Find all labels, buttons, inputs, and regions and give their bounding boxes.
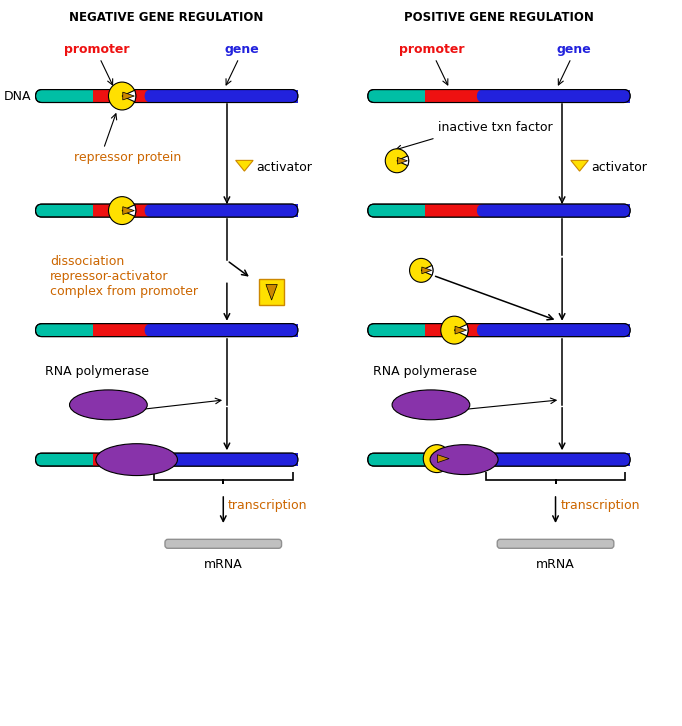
Text: mRNA: mRNA <box>204 558 243 571</box>
FancyBboxPatch shape <box>477 89 630 102</box>
Wedge shape <box>454 325 468 336</box>
Polygon shape <box>123 92 134 100</box>
Wedge shape <box>122 205 136 216</box>
Bar <box>93 89 151 102</box>
Bar <box>151 89 298 102</box>
FancyBboxPatch shape <box>145 204 298 217</box>
FancyBboxPatch shape <box>477 204 630 217</box>
FancyBboxPatch shape <box>165 539 282 548</box>
FancyBboxPatch shape <box>145 453 298 466</box>
Text: NEGATIVE GENE REGULATION: NEGATIVE GENE REGULATION <box>70 12 264 25</box>
Wedge shape <box>421 266 433 275</box>
Text: POSITIVE GENE REGULATION: POSITIVE GENE REGULATION <box>404 12 594 25</box>
FancyBboxPatch shape <box>35 89 298 102</box>
Text: DNA: DNA <box>4 89 31 102</box>
Ellipse shape <box>392 390 470 420</box>
Polygon shape <box>398 158 407 164</box>
Bar <box>151 204 298 217</box>
FancyBboxPatch shape <box>35 324 298 337</box>
Bar <box>426 89 484 102</box>
Text: inactive txn factor: inactive txn factor <box>438 121 552 134</box>
Bar <box>484 89 630 102</box>
Bar <box>484 453 630 466</box>
Text: gene: gene <box>557 43 591 56</box>
Polygon shape <box>123 207 134 214</box>
Bar <box>426 324 484 337</box>
Wedge shape <box>122 90 136 102</box>
Circle shape <box>441 317 468 344</box>
FancyBboxPatch shape <box>368 453 630 466</box>
Text: transcription: transcription <box>228 499 308 512</box>
Bar <box>93 204 151 217</box>
Text: RNA polymerase: RNA polymerase <box>372 365 477 378</box>
Text: activator: activator <box>256 161 312 174</box>
FancyBboxPatch shape <box>145 89 298 102</box>
Wedge shape <box>397 156 409 166</box>
Polygon shape <box>455 326 466 334</box>
Text: activator: activator <box>591 161 647 174</box>
FancyBboxPatch shape <box>497 539 614 548</box>
Text: repressor-activator: repressor-activator <box>50 270 168 283</box>
Bar <box>93 324 151 337</box>
Bar <box>93 453 151 466</box>
Text: mRNA: mRNA <box>536 558 575 571</box>
Text: transcription: transcription <box>561 499 640 512</box>
Circle shape <box>108 82 136 110</box>
FancyBboxPatch shape <box>35 204 298 217</box>
Wedge shape <box>437 452 451 465</box>
FancyBboxPatch shape <box>368 204 630 217</box>
FancyBboxPatch shape <box>145 324 298 337</box>
Bar <box>426 453 484 466</box>
Text: RNA polymerase: RNA polymerase <box>45 365 149 378</box>
Bar <box>484 324 630 337</box>
FancyBboxPatch shape <box>477 324 630 337</box>
Ellipse shape <box>70 390 147 420</box>
FancyBboxPatch shape <box>368 324 630 337</box>
Text: gene: gene <box>224 43 259 56</box>
FancyBboxPatch shape <box>368 89 630 102</box>
Text: complex from promoter: complex from promoter <box>50 285 198 298</box>
Text: promoter: promoter <box>64 43 130 56</box>
Circle shape <box>424 445 450 473</box>
Circle shape <box>108 197 136 224</box>
Text: promoter: promoter <box>399 43 464 56</box>
Bar <box>426 204 484 217</box>
Polygon shape <box>236 160 253 171</box>
FancyBboxPatch shape <box>477 453 630 466</box>
Ellipse shape <box>430 445 498 475</box>
Bar <box>259 280 284 305</box>
Polygon shape <box>266 285 278 300</box>
Text: repressor protein: repressor protein <box>74 151 181 164</box>
Polygon shape <box>421 267 432 274</box>
Bar <box>484 204 630 217</box>
Circle shape <box>385 149 409 173</box>
Polygon shape <box>571 160 589 171</box>
Polygon shape <box>438 454 449 462</box>
Ellipse shape <box>96 444 177 476</box>
Bar <box>151 453 298 466</box>
Bar <box>151 324 298 337</box>
Text: dissociation: dissociation <box>50 256 124 269</box>
FancyBboxPatch shape <box>35 453 298 466</box>
Circle shape <box>410 258 433 282</box>
